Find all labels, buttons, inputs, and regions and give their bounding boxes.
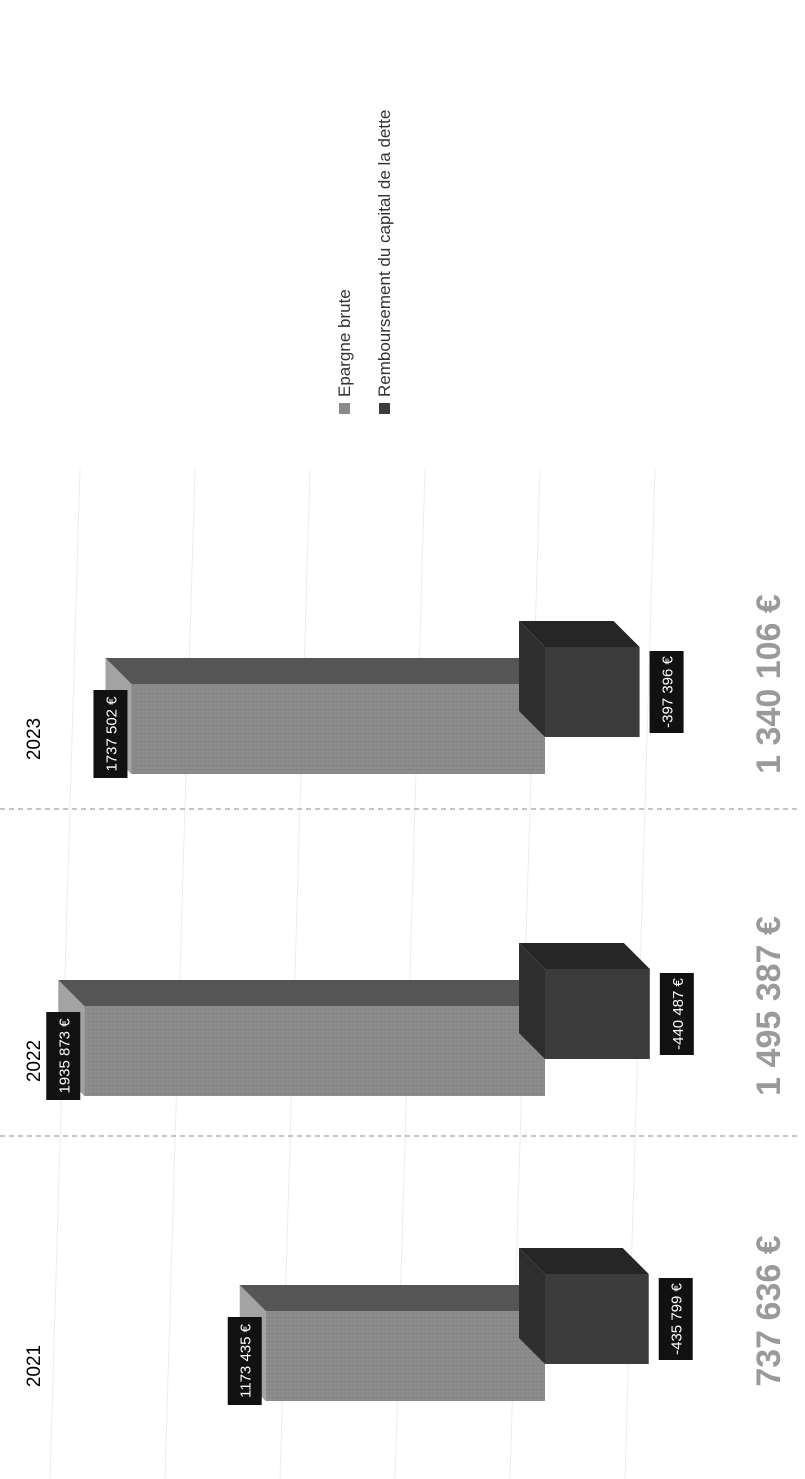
legend-label: Epargne brute xyxy=(335,289,354,397)
legend: Epargne brute Remboursement du capital de… xyxy=(335,110,394,414)
net-annotation: 1 495 387 € xyxy=(750,916,788,1096)
bar-epargne-brute-side xyxy=(105,658,545,684)
bar-epargne-brute xyxy=(131,684,545,774)
data-label-epargne: 1173 435 € xyxy=(238,1323,255,1398)
gridline xyxy=(49,468,81,1479)
bar-remboursement-side xyxy=(519,943,650,969)
bar-remboursement-top xyxy=(519,943,545,1059)
category-label: 2022 xyxy=(24,1040,45,1082)
data-labels: 1173 435 € -435 799 € 1935 873 € -440 487 €… xyxy=(46,651,694,1405)
data-label-box xyxy=(659,973,694,1055)
bar-epargne-brute-side xyxy=(58,980,545,1006)
net-annotation: 737 636 € xyxy=(750,1235,788,1386)
bar-remboursement-side xyxy=(519,621,640,647)
data-label-epargne: 1935 873 € xyxy=(56,1018,73,1094)
bar-remboursement xyxy=(545,969,650,1059)
data-label-box xyxy=(658,1278,693,1360)
bar-epargne-brute-side xyxy=(239,1285,545,1311)
gridline xyxy=(164,468,196,1479)
annotations: 737 636 € 1 495 387 € 1 340 106 € xyxy=(750,594,788,1387)
bar-remboursement xyxy=(545,1274,649,1364)
legend-label: Remboursement du capital de la dette xyxy=(375,110,394,397)
plot-area: 1173 435 € -435 799 € 1935 873 € -440 487 €… xyxy=(0,110,800,1479)
category-label: 2021 xyxy=(24,1345,45,1387)
data-label-box xyxy=(227,1317,262,1405)
bar-remboursement xyxy=(545,647,640,737)
legend-swatch xyxy=(339,403,350,414)
net-annotation: 1 340 106 € xyxy=(750,594,788,774)
data-label-box xyxy=(46,1012,81,1100)
data-label-box xyxy=(93,690,128,778)
bar-remboursement-top xyxy=(519,621,545,737)
bars xyxy=(58,621,650,1401)
data-label-remboursement: -440 487 € xyxy=(670,977,687,1049)
data-label-box xyxy=(649,651,684,733)
bar-epargne-brute xyxy=(84,1006,545,1096)
category-labels: 2021 2022 2023 xyxy=(24,718,45,1387)
legend-swatch xyxy=(379,403,390,414)
category-separators xyxy=(0,808,800,1137)
bar-remboursement-side xyxy=(519,1248,649,1274)
bar-remboursement-top xyxy=(519,1248,545,1364)
data-label-epargne: 1737 502 € xyxy=(103,696,120,772)
data-label-remboursement: -435 799 € xyxy=(669,1282,686,1354)
category-label: 2023 xyxy=(24,718,45,760)
data-label-remboursement: -397 396 € xyxy=(660,655,677,727)
bar-epargne-brute xyxy=(265,1311,545,1401)
